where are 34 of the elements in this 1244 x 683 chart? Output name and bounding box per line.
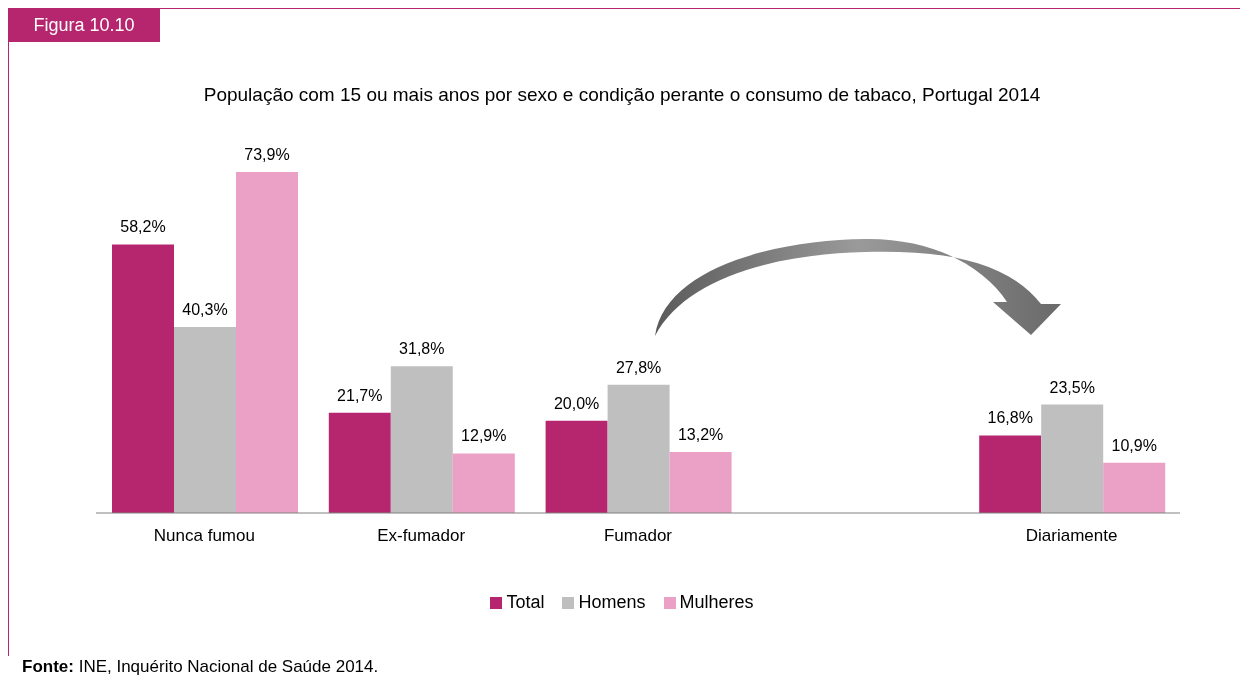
legend-label: Homens [578, 592, 646, 613]
data-label: 40,3% [182, 301, 228, 319]
bar [390, 366, 453, 513]
data-label: 58,2% [120, 218, 166, 236]
data-label: 16,8% [987, 409, 1033, 427]
x-tick-label: Diariamente [1025, 526, 1118, 546]
data-label: 31,8% [399, 340, 445, 358]
bar [452, 453, 515, 513]
bar [1041, 404, 1104, 513]
data-label: 13,2% [677, 426, 724, 444]
data-label: 27,8% [615, 358, 662, 376]
bar [112, 244, 174, 513]
legend-label: Total [506, 592, 545, 613]
bar [545, 420, 608, 513]
data-label: 12,9% [461, 427, 507, 445]
bar [328, 412, 391, 513]
bar [236, 172, 298, 513]
bar [669, 452, 732, 513]
data-label: 21,7% [337, 386, 383, 404]
chart-title: População com 15 ou mais anos por sexo e condição perante o consumo de tabaco, Portugal 2014 [202, 84, 1042, 106]
legend-label: Mulheres [679, 592, 754, 613]
source-note: Fonte: INE, Inquérito Nacional de Saúde 2014. [22, 657, 379, 677]
x-tick-label: Fumador [603, 526, 673, 546]
bar [979, 435, 1042, 513]
bar [607, 384, 670, 513]
bar [1103, 462, 1166, 513]
bar [174, 327, 236, 513]
x-tick-label: Ex-fumador [377, 526, 466, 546]
data-label: 10,9% [1111, 436, 1157, 454]
data-label: 23,5% [1049, 378, 1095, 396]
data-label: 20,0% [553, 394, 600, 412]
text: Figura 10.10 [8, 8, 160, 42]
data-label: 73,9% [244, 146, 290, 163]
x-tick-label: Nunca fumou [153, 526, 255, 546]
